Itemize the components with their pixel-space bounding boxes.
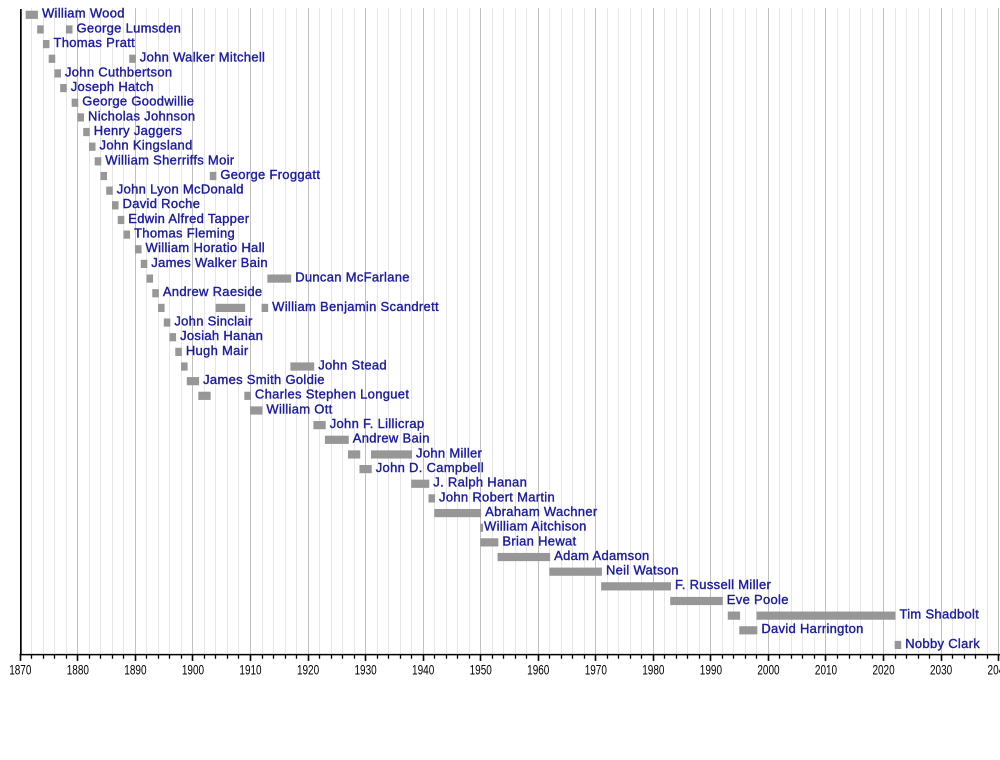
svg-text:George Froggatt: George Froggatt — [220, 167, 320, 182]
svg-text:Neil Watson: Neil Watson — [606, 563, 679, 578]
svg-text:1970: 1970 — [585, 663, 607, 678]
svg-text:William Wood: William Wood — [42, 6, 125, 21]
svg-text:1880: 1880 — [67, 663, 89, 678]
svg-text:Brian Hewat: Brian Hewat — [502, 533, 576, 548]
svg-text:Thomas Pratt: Thomas Pratt — [53, 35, 135, 50]
svg-text:1890: 1890 — [124, 663, 146, 678]
svg-text:George Lumsden: George Lumsden — [77, 20, 182, 35]
svg-text:James Smith Goldie: James Smith Goldie — [203, 372, 325, 387]
svg-text:Andrew Raeside: Andrew Raeside — [163, 284, 263, 299]
svg-text:1960: 1960 — [527, 663, 549, 678]
svg-text:David Roche: David Roche — [123, 196, 201, 211]
svg-text:Thomas Fleming: Thomas Fleming — [134, 226, 235, 241]
svg-text:David Harrington: David Harrington — [761, 621, 863, 636]
svg-text:Hugh Mair: Hugh Mair — [186, 343, 249, 358]
svg-text:William Sherriffs Moir: William Sherriffs Moir — [105, 152, 235, 167]
svg-text:Andrew Bain: Andrew Bain — [353, 431, 430, 446]
svg-text:William Horatio Hall: William Horatio Hall — [146, 240, 265, 255]
svg-text:2040: 2040 — [988, 663, 1000, 678]
svg-text:Duncan McFarlane: Duncan McFarlane — [295, 269, 410, 284]
svg-text:Tim Shadbolt: Tim Shadbolt — [899, 607, 979, 622]
svg-text:James Walker Bain: James Walker Bain — [151, 255, 268, 270]
svg-text:1950: 1950 — [470, 663, 492, 678]
svg-text:Nicholas Johnson: Nicholas Johnson — [88, 108, 195, 123]
svg-text:John Lyon McDonald: John Lyon McDonald — [117, 182, 244, 197]
svg-text:F. Russell Miller: F. Russell Miller — [675, 577, 771, 592]
svg-text:2030: 2030 — [930, 663, 952, 678]
svg-text:J. Ralph Hanan: J. Ralph Hanan — [433, 475, 527, 490]
svg-text:2020: 2020 — [872, 663, 894, 678]
svg-text:Abraham Wachner: Abraham Wachner — [485, 504, 598, 519]
svg-text:1920: 1920 — [297, 663, 319, 678]
svg-text:William Ott: William Ott — [266, 401, 332, 416]
svg-text:Nobby Clark: Nobby Clark — [905, 636, 980, 651]
svg-text:William Aitchison: William Aitchison — [484, 519, 587, 534]
svg-text:1870: 1870 — [9, 663, 31, 678]
svg-text:Charles Stephen Longuet: Charles Stephen Longuet — [255, 387, 409, 402]
svg-text:George Goodwillie: George Goodwillie — [82, 94, 194, 109]
svg-text:John D. Campbell: John D. Campbell — [376, 460, 484, 475]
svg-text:John Stead: John Stead — [318, 357, 387, 372]
svg-text:1910: 1910 — [239, 663, 261, 678]
svg-text:Josiah Hanan: Josiah Hanan — [180, 328, 263, 343]
svg-text:2010: 2010 — [815, 663, 837, 678]
svg-text:John Walker Mitchell: John Walker Mitchell — [140, 50, 265, 65]
svg-text:Henry Jaggers: Henry Jaggers — [94, 123, 183, 138]
svg-text:1990: 1990 — [700, 663, 722, 678]
svg-text:John Sinclair: John Sinclair — [174, 313, 253, 328]
svg-text:John Miller: John Miller — [416, 445, 483, 460]
svg-text:William Benjamin Scandrett: William Benjamin Scandrett — [272, 299, 439, 314]
svg-text:1980: 1980 — [642, 663, 664, 678]
svg-text:John Cuthbertson: John Cuthbertson — [65, 64, 172, 79]
svg-text:Edwin Alfred Tapper: Edwin Alfred Tapper — [128, 211, 249, 226]
svg-text:1940: 1940 — [412, 663, 434, 678]
svg-text:John Robert Martin: John Robert Martin — [439, 489, 555, 504]
svg-text:2000: 2000 — [757, 663, 779, 678]
svg-text:1900: 1900 — [182, 663, 204, 678]
svg-text:John Kingsland: John Kingsland — [100, 138, 193, 153]
svg-text:1930: 1930 — [355, 663, 377, 678]
svg-text:John F. Lillicrap: John F. Lillicrap — [330, 416, 425, 431]
svg-text:Adam Adamson: Adam Adamson — [554, 548, 649, 563]
svg-text:Joseph Hatch: Joseph Hatch — [71, 79, 154, 94]
svg-text:Eve Poole: Eve Poole — [727, 592, 789, 607]
